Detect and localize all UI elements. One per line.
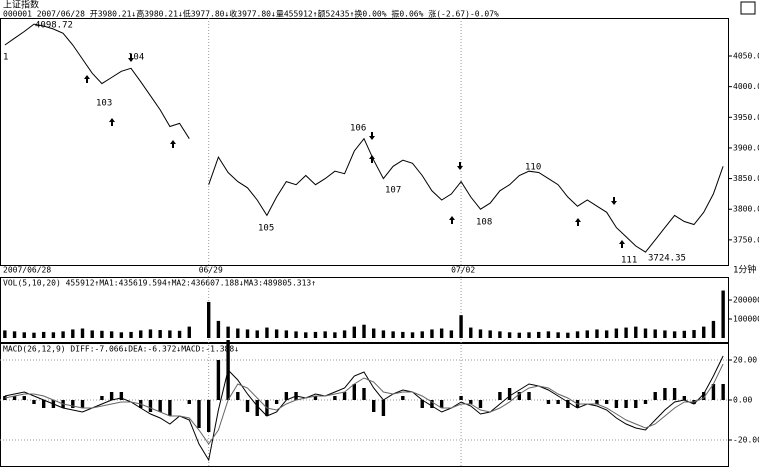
y-tick-label: 3950.00 (733, 113, 759, 122)
y-tick-label: 100000 (733, 315, 759, 324)
annotation: 3724.35 (648, 254, 686, 264)
quote-line: 000001 2007/06/28 开3980.21↓高3980.21↓低397… (3, 9, 499, 19)
y-tick-label: 200000 (733, 296, 759, 305)
y-tick-label: -20.00 (733, 436, 759, 445)
y-tick-label: 3750.00 (733, 235, 759, 244)
y-tick-label: 20.00 (733, 356, 757, 365)
macd-line (4, 363, 724, 445)
annotation: 111 (621, 256, 637, 266)
wave-arrow (369, 155, 375, 163)
x-tick-label: 07/02 (451, 266, 475, 275)
macd-title: MACD(26,12,9) DIFF:-7.066↓DEA:-6.372↓MAC… (3, 345, 239, 354)
annotation: 107 (385, 186, 401, 196)
annotation: 106 (350, 124, 366, 134)
annotation: 104 (128, 53, 144, 63)
wave-arrow (170, 140, 176, 148)
wave-arrow (84, 75, 90, 83)
wave-arrow (449, 216, 455, 224)
wave-arrow (109, 118, 115, 126)
y-tick-label: 4050.00 (733, 52, 759, 61)
y-tick-label: 3900.00 (733, 143, 759, 152)
period-label: 1分钟 (733, 264, 756, 276)
price-line (4, 23, 724, 253)
y-tick-label: 4000.00 (733, 82, 759, 91)
y-tick-label: 3850.00 (733, 174, 759, 183)
wave-arrow (457, 162, 463, 170)
y-tick-label: 3800.00 (733, 205, 759, 214)
x-tick-label: 06/29 (199, 266, 223, 275)
annotation: 108 (476, 218, 492, 228)
annotation: 4098.72 (35, 21, 73, 31)
annotation: 103 (96, 99, 112, 109)
volume-title: VOL(5,10,20) 455912↑MA1:435619.594↑MA2:4… (3, 279, 316, 288)
annotation: 1 (3, 53, 8, 63)
wave-arrow (619, 240, 625, 248)
wave-arrow (128, 54, 134, 62)
x-tick-label: 2007/06/28 (3, 266, 51, 275)
annotation: 105 (258, 224, 274, 234)
macd-panel (0, 343, 729, 467)
wave-arrow (575, 218, 581, 226)
volume-panel (0, 277, 729, 343)
annotation: 110 (525, 163, 541, 173)
wave-arrow (369, 132, 375, 140)
price-panel (0, 18, 729, 266)
chart-title: 上证指数 (3, 0, 39, 11)
macd-line (4, 355, 724, 462)
window-button[interactable] (740, 1, 756, 15)
wave-arrow (611, 197, 617, 205)
y-tick-label: 0.00 (733, 396, 752, 405)
